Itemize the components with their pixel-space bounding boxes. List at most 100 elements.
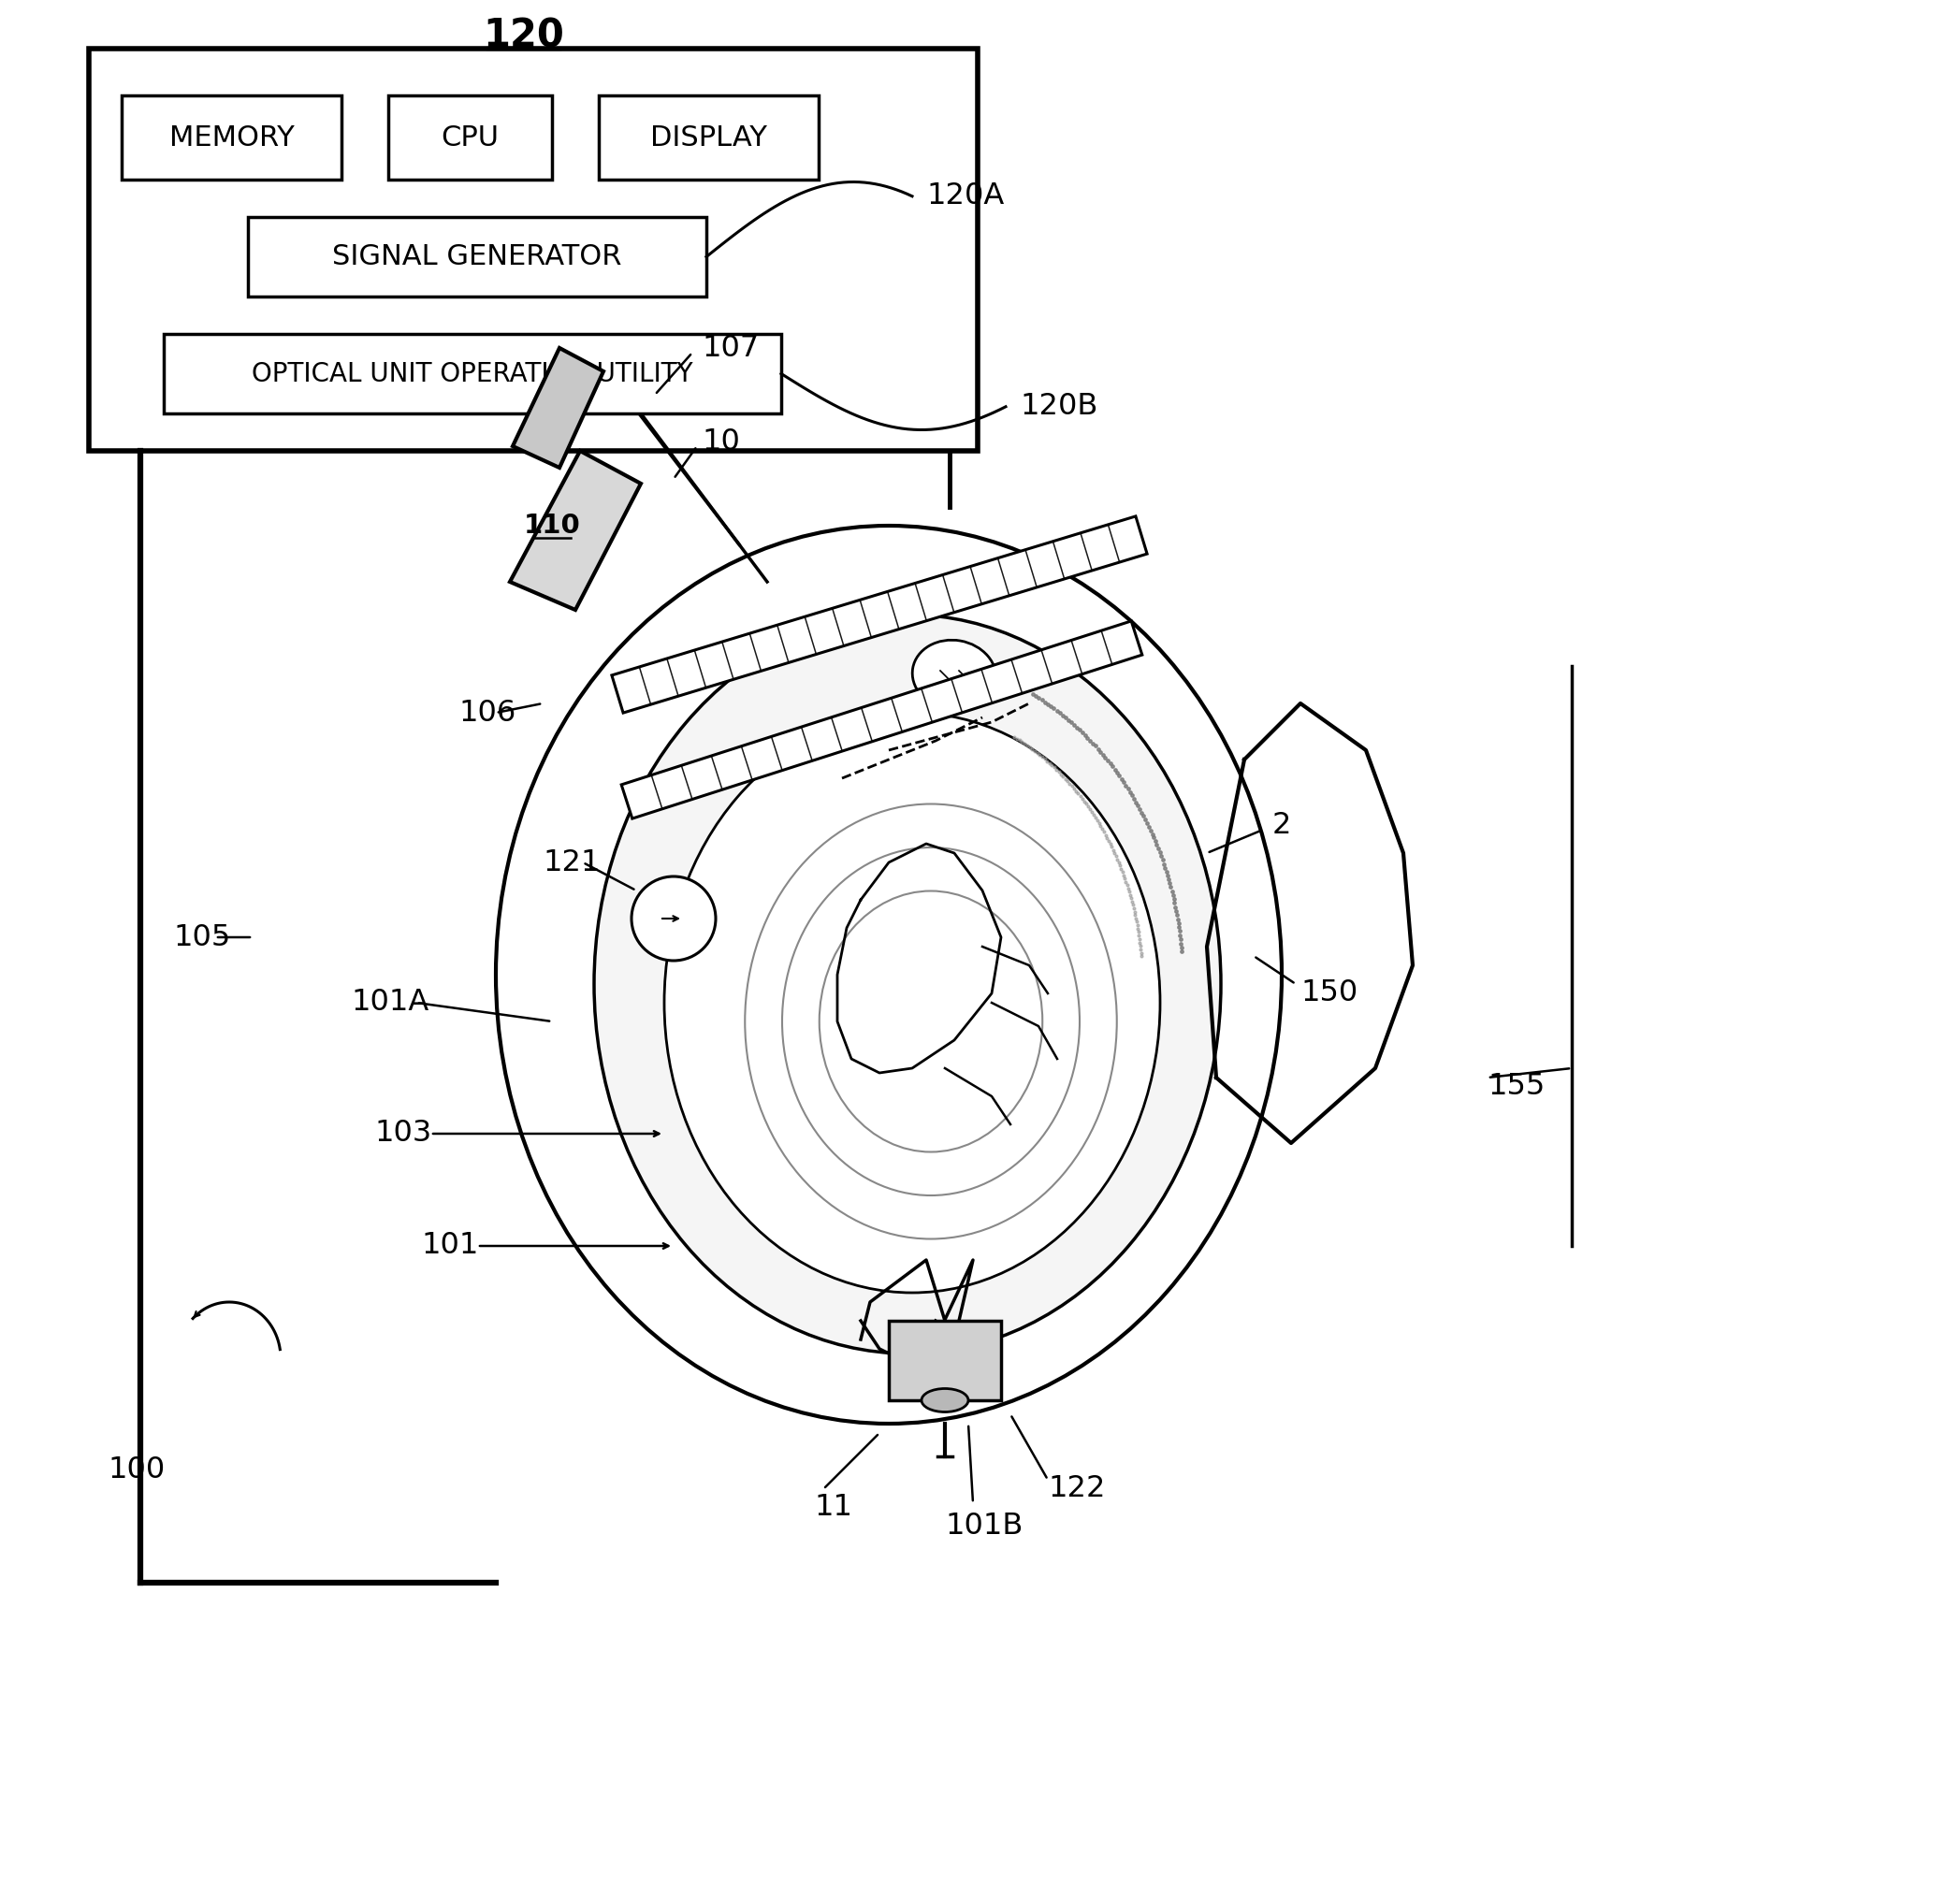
Point xyxy=(1096,832,1127,862)
Text: SIGNAL GENERATOR: SIGNAL GENERATOR xyxy=(333,243,621,271)
Point xyxy=(1100,755,1131,785)
Point xyxy=(1103,760,1135,790)
Point xyxy=(1078,728,1109,758)
Point xyxy=(1113,873,1145,903)
Bar xyxy=(165,333,782,414)
Ellipse shape xyxy=(664,713,1160,1293)
Point xyxy=(1160,892,1192,922)
Point xyxy=(1017,734,1049,764)
Point xyxy=(1009,728,1041,758)
Point xyxy=(1005,726,1037,757)
Point xyxy=(1068,787,1100,817)
Point xyxy=(1084,736,1115,766)
Text: 100: 100 xyxy=(108,1457,165,1485)
Point xyxy=(1145,837,1176,868)
Point xyxy=(1162,907,1194,937)
Point xyxy=(1045,698,1076,728)
Point xyxy=(1109,866,1141,896)
Point xyxy=(1109,770,1141,800)
Point xyxy=(1115,883,1147,913)
Point xyxy=(1070,721,1102,751)
Point xyxy=(1082,805,1113,836)
Point xyxy=(1066,783,1098,813)
Point xyxy=(998,723,1029,753)
Text: 10: 10 xyxy=(702,427,741,455)
Point xyxy=(1102,845,1133,875)
Point xyxy=(1072,792,1103,822)
Text: 103: 103 xyxy=(374,1120,431,1148)
Ellipse shape xyxy=(911,640,996,711)
Point xyxy=(1152,864,1184,894)
Point xyxy=(1060,711,1092,742)
Point xyxy=(1156,875,1188,905)
Point xyxy=(1092,745,1123,775)
Point xyxy=(1102,758,1133,789)
Point xyxy=(1113,877,1145,907)
Point xyxy=(1123,917,1154,947)
Point xyxy=(1121,911,1152,941)
Point xyxy=(1158,888,1190,918)
Ellipse shape xyxy=(921,1389,968,1412)
Point xyxy=(1162,900,1194,930)
Bar xyxy=(122,96,341,179)
Point xyxy=(1051,702,1082,732)
Point xyxy=(1125,941,1156,971)
Point xyxy=(1027,742,1058,772)
Point xyxy=(1162,903,1194,933)
Bar xyxy=(598,96,819,179)
Point xyxy=(1115,886,1147,917)
Point xyxy=(1027,685,1058,715)
Point xyxy=(1125,937,1156,967)
Point xyxy=(1115,777,1147,807)
Point xyxy=(1105,764,1137,794)
Point xyxy=(1056,708,1088,738)
Point xyxy=(1080,730,1111,760)
Point xyxy=(1047,762,1078,792)
Point xyxy=(1125,932,1156,962)
Point xyxy=(1002,723,1033,753)
Point xyxy=(1074,725,1105,755)
Circle shape xyxy=(631,877,715,960)
Point xyxy=(1166,928,1198,958)
Point xyxy=(1119,896,1151,926)
Point xyxy=(1064,715,1096,745)
Point xyxy=(1080,802,1111,832)
Point xyxy=(1090,821,1121,851)
Point xyxy=(1152,860,1184,890)
Point xyxy=(1023,740,1054,770)
Point xyxy=(1033,747,1064,777)
Text: 101B: 101B xyxy=(945,1511,1023,1541)
Text: 110: 110 xyxy=(523,512,580,538)
Point xyxy=(1160,896,1192,926)
Point xyxy=(1135,815,1166,845)
Text: 107: 107 xyxy=(702,333,759,363)
Point xyxy=(1123,913,1154,943)
Point xyxy=(1023,683,1054,713)
Point xyxy=(1074,794,1105,824)
Text: 120B: 120B xyxy=(1019,391,1098,422)
Text: 101A: 101A xyxy=(351,988,429,1018)
Point xyxy=(1164,924,1196,954)
Point xyxy=(1090,742,1121,772)
Point xyxy=(1084,807,1115,837)
Point xyxy=(1105,854,1137,885)
Point xyxy=(1013,732,1045,762)
Point xyxy=(1127,802,1158,832)
Point xyxy=(1064,781,1096,811)
Point xyxy=(1058,774,1090,804)
Text: MEMORY: MEMORY xyxy=(169,124,294,151)
Bar xyxy=(247,216,706,297)
Point xyxy=(1043,757,1074,787)
Point xyxy=(1033,689,1064,719)
Point xyxy=(1164,917,1196,947)
Point xyxy=(1086,813,1117,843)
Point xyxy=(1086,811,1117,841)
Point xyxy=(1094,826,1125,856)
Text: 2: 2 xyxy=(1272,811,1292,839)
Point xyxy=(1058,710,1090,740)
Bar xyxy=(388,96,553,179)
Point xyxy=(1131,807,1162,837)
Bar xyxy=(88,49,978,452)
Point xyxy=(1119,900,1151,930)
Point xyxy=(1098,836,1129,866)
